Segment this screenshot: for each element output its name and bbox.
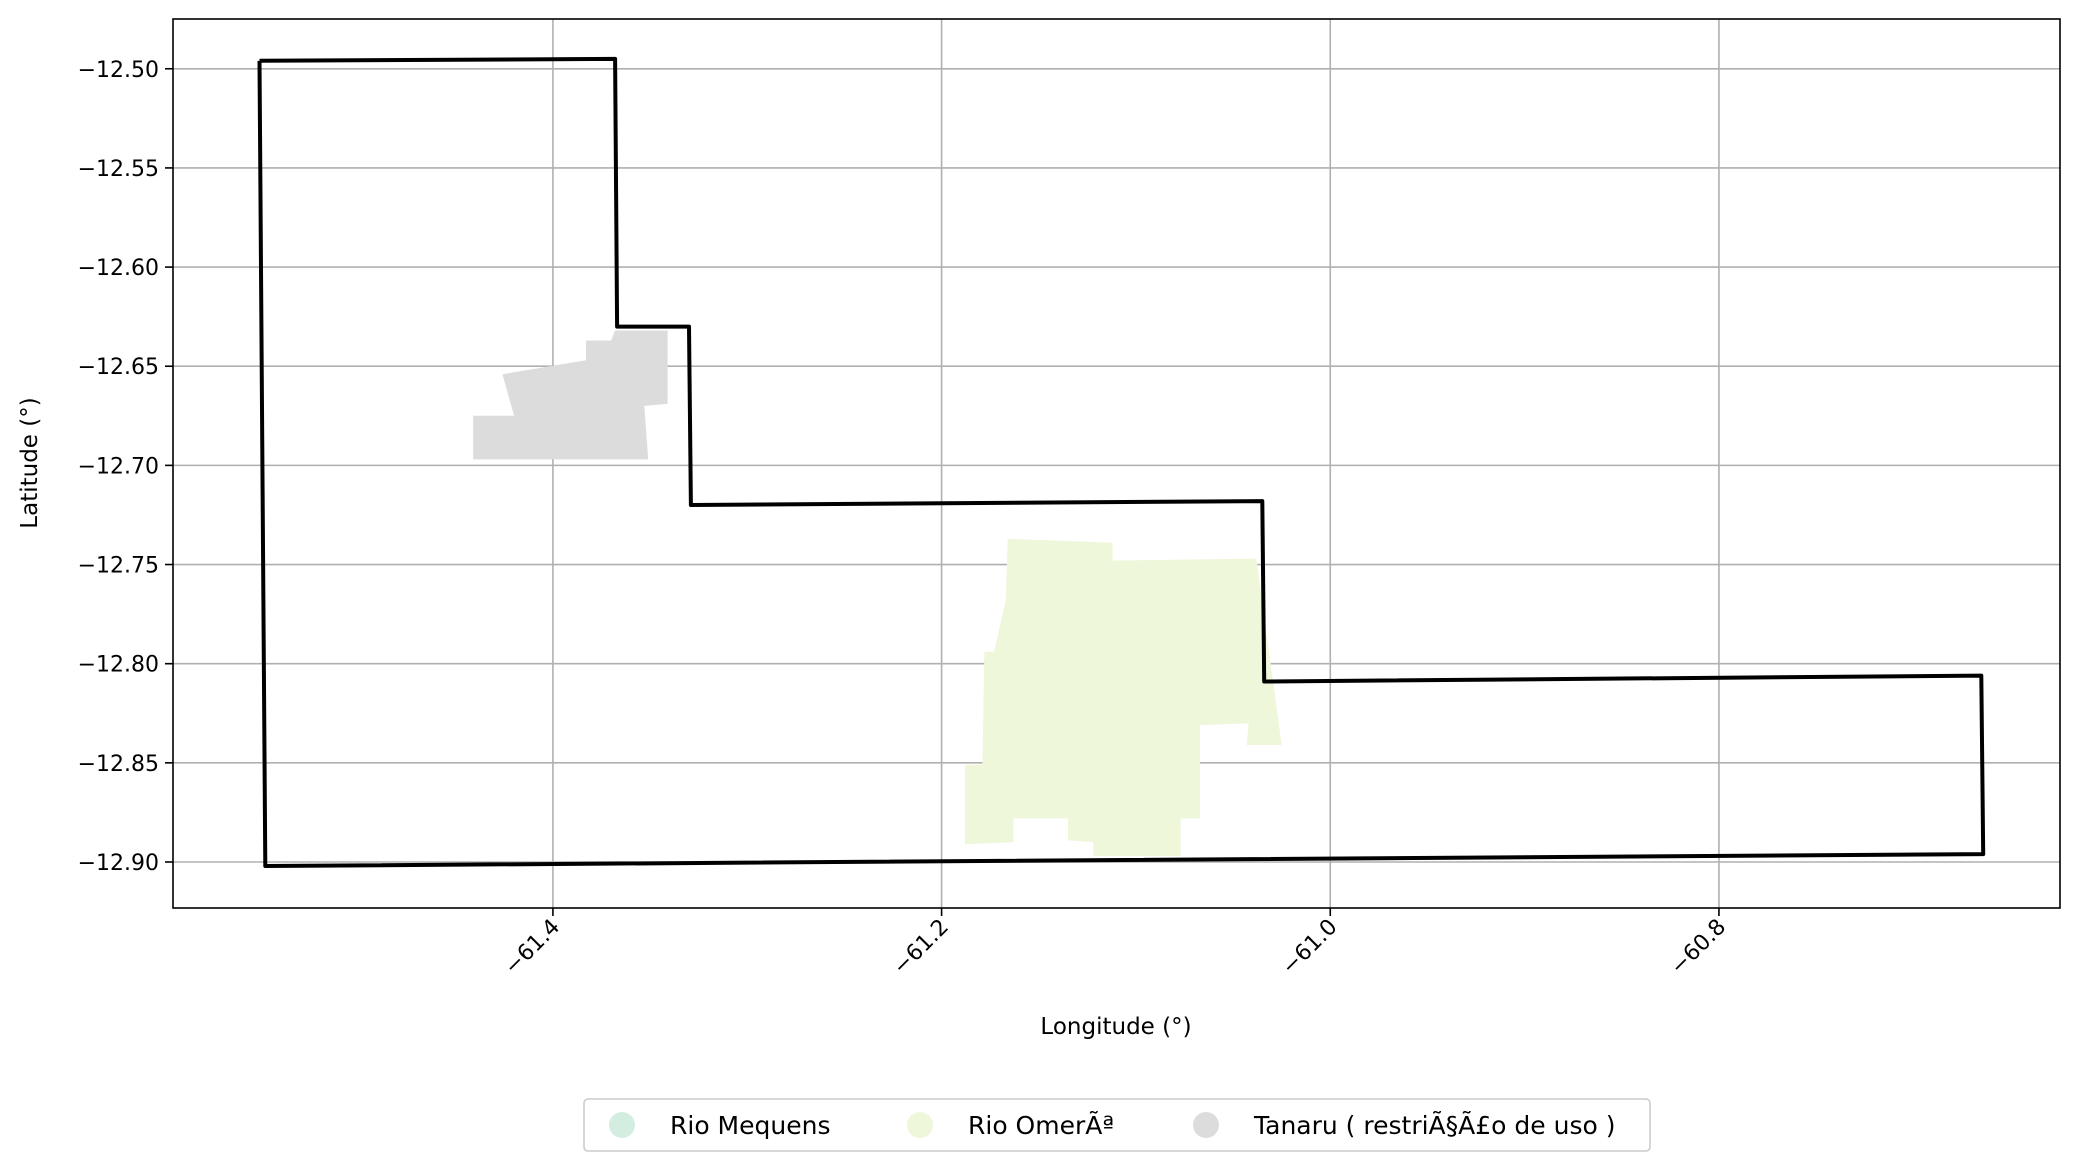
- legend-marker: [907, 1112, 933, 1138]
- y-tick-label: −12.75: [78, 554, 159, 579]
- y-axis-label: Latitude (°): [17, 397, 43, 528]
- y-tick-label: −12.60: [78, 256, 159, 281]
- y-tick-label: −12.55: [78, 157, 159, 182]
- x-tick-label: −61.0: [1277, 915, 1342, 980]
- y-tick-label: −12.80: [78, 653, 159, 678]
- legend-frame: [583, 1098, 1651, 1152]
- legend-label: Rio Mequens: [670, 1111, 830, 1140]
- boundary-layer: [257, 56, 1986, 868]
- y-tick-label: −12.90: [78, 851, 159, 876]
- x-tick-label: −61.4: [500, 915, 565, 980]
- x-tick-label: −61.2: [888, 915, 953, 980]
- legend-item: Tanaru ( restriÃ§Ã£o de uso ): [1193, 1110, 1615, 1140]
- axis-ticks: −61.4 −61.2 −61.0 −60.8 −12.50 −12.55 −12.60 −1…: [78, 58, 1732, 980]
- legend: Rio Mequens Rio OmerÃª Tanaru ( restriÃ§Ã£…: [583, 1098, 1651, 1152]
- area-polygon-2: [473, 330, 668, 460]
- area-layer: [473, 330, 1282, 856]
- y-tick-label: −12.85: [78, 752, 159, 777]
- legend-marker: [1193, 1112, 1219, 1138]
- area-polygon-1: [964, 538, 1282, 856]
- boundary-outline: [257, 56, 1986, 868]
- legend-item: Rio OmerÃª: [907, 1110, 1114, 1140]
- legend-label: Tanaru ( restriÃ§Ã£o de uso ): [1253, 1110, 1615, 1140]
- legend-item: Rio Mequens: [609, 1111, 830, 1140]
- legend-label: Rio OmerÃª: [968, 1110, 1114, 1140]
- y-tick-label: −12.65: [78, 355, 159, 380]
- x-tick-label: −60.8: [1666, 915, 1731, 980]
- x-axis-label: Longitude (°): [1040, 1014, 1191, 1040]
- y-tick-label: −12.50: [78, 58, 159, 83]
- plot-frame: [172, 18, 2061, 909]
- y-tick-label: −12.70: [78, 454, 159, 479]
- legend-marker: [609, 1112, 635, 1138]
